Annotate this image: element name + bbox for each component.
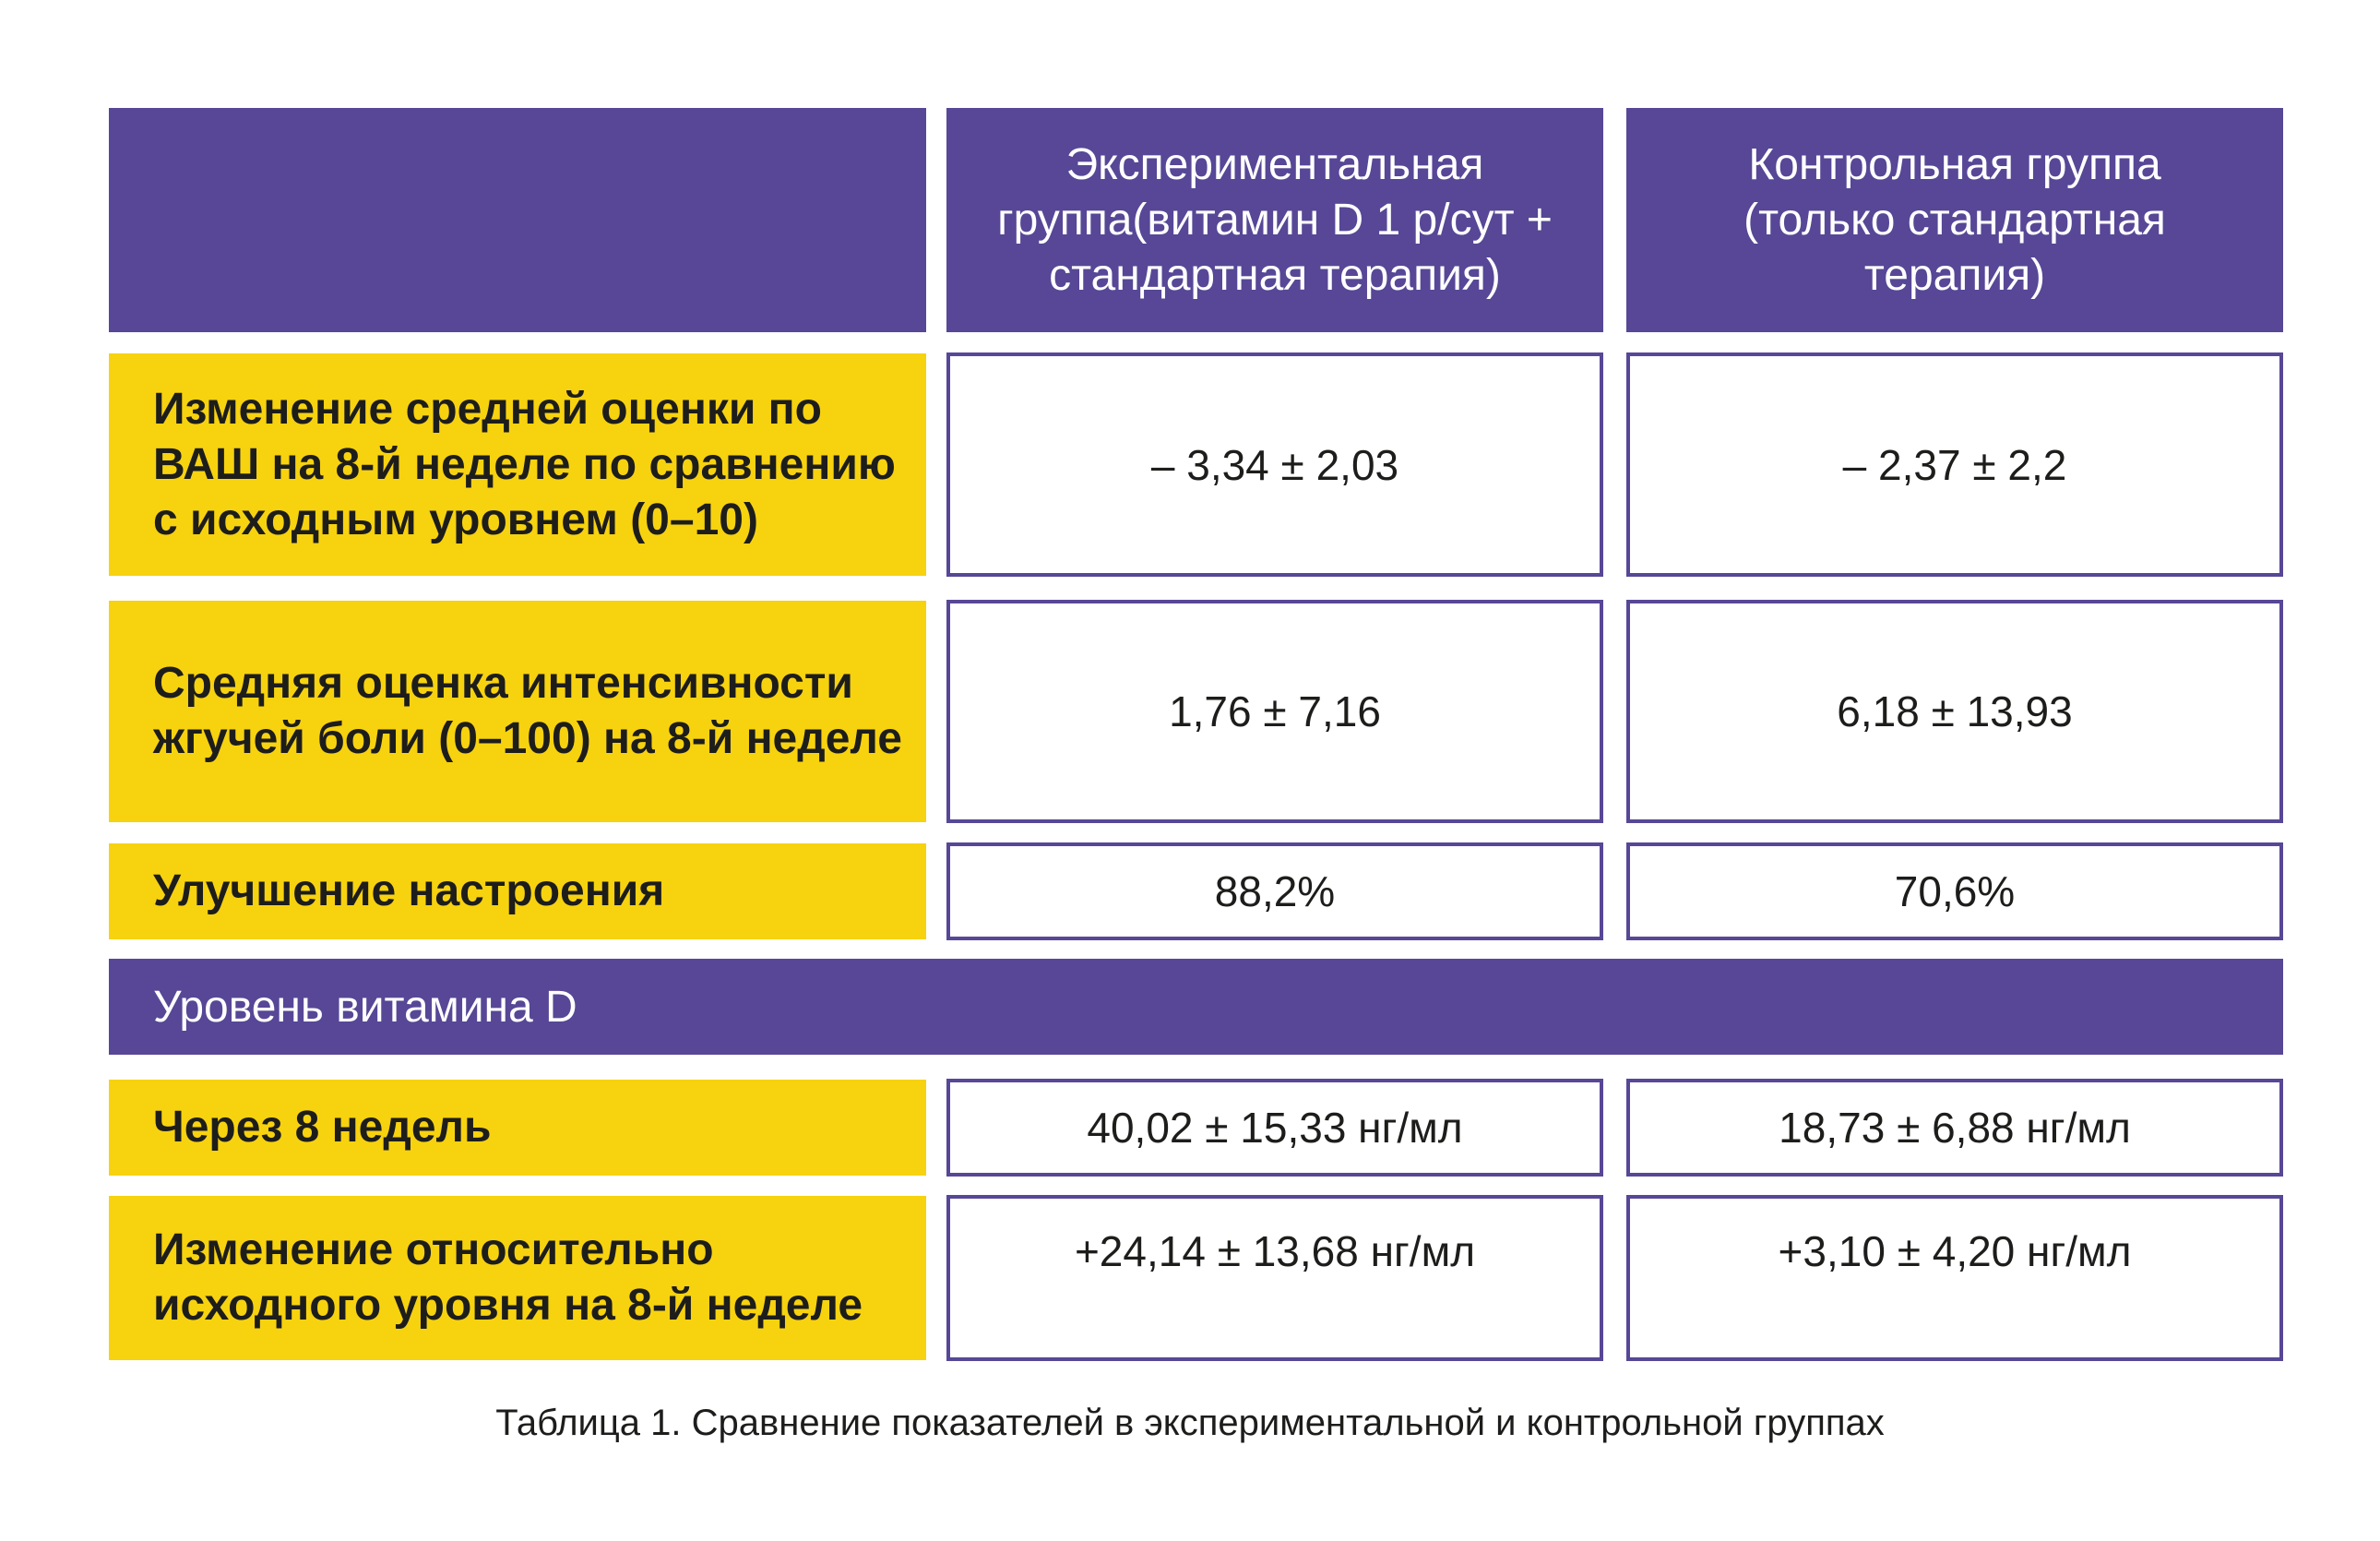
cell-value: 18,73 ± 6,88 нг/мл: [1779, 1104, 2131, 1152]
cell-value: +24,14 ± 13,68 нг/мл: [1074, 1227, 1476, 1275]
row-vas-change-experimental: – 3,34 ± 2,03: [946, 352, 1603, 577]
row-mood-improvement-experimental: 88,2%: [946, 842, 1603, 940]
cell-value: – 3,34 ± 2,03: [1150, 440, 1399, 489]
header-experimental-group: Экспериментальная группа(витамин D 1 р/с…: [946, 108, 1603, 332]
cell-value: 40,02 ± 15,33 нг/мл: [1087, 1104, 1463, 1152]
header-corner-cell: [109, 108, 926, 332]
row-label-text: Изменение средней оценки по ВАШ на 8-й н…: [153, 384, 896, 544]
row-burning-pain-control: 6,18 ± 13,93: [1626, 600, 2283, 823]
row-label-mood-improvement: Улучшение настроения: [109, 843, 926, 939]
row-vas-change-control: – 2,37 ± 2,2: [1626, 352, 2283, 577]
row-mood-improvement-control: 70,6%: [1626, 842, 2283, 940]
header-control-group: Контрольная группа (только стандартная т…: [1626, 108, 2283, 332]
cell-value: 70,6%: [1894, 867, 2016, 915]
row-label-vas-change: Изменение средней оценки по ВАШ на 8-й н…: [109, 353, 926, 576]
row-after-8-weeks-control: 18,73 ± 6,88 нг/мл: [1626, 1079, 2283, 1177]
header-experimental-group-text: Экспериментальная группа(витамин D 1 р/с…: [997, 139, 1553, 300]
cell-value: 1,76 ± 7,16: [1169, 687, 1381, 735]
table-caption: Таблица 1. Сравнение показателей в экспе…: [495, 1403, 1885, 1443]
row-label-text: Средняя оценка интенсивности жгучей боли…: [153, 659, 902, 763]
row-burning-pain-experimental: 1,76 ± 7,16: [946, 600, 1603, 823]
section-vitamin-d-level: Уровень витамина D: [109, 959, 2283, 1055]
row-label-after-8-weeks: Через 8 недель: [109, 1080, 926, 1176]
row-label-text: Через 8 недель: [153, 1103, 492, 1152]
section-title: Уровень витамина D: [153, 982, 577, 1032]
cell-value: – 2,37 ± 2,2: [1842, 440, 2067, 489]
row-label-change-from-baseline: Изменение относительно исходного уровня …: [109, 1196, 926, 1360]
row-label-burning-pain: Средняя оценка интенсивности жгучей боли…: [109, 601, 926, 822]
row-change-from-baseline-experimental: +24,14 ± 13,68 нг/мл: [946, 1195, 1603, 1361]
cell-value: 88,2%: [1214, 867, 1336, 915]
row-label-text: Изменение относительно исходного уровня …: [153, 1225, 863, 1330]
header-control-group-text: Контрольная группа (только стандартная т…: [1743, 139, 2166, 300]
cell-value: +3,10 ± 4,20 нг/мл: [1778, 1227, 2132, 1275]
row-after-8-weeks-experimental: 40,02 ± 15,33 нг/мл: [946, 1079, 1603, 1177]
cell-value: 6,18 ± 13,93: [1837, 687, 2073, 735]
row-label-text: Улучшение настроения: [153, 866, 665, 915]
row-change-from-baseline-control: +3,10 ± 4,20 нг/мл: [1626, 1195, 2283, 1361]
